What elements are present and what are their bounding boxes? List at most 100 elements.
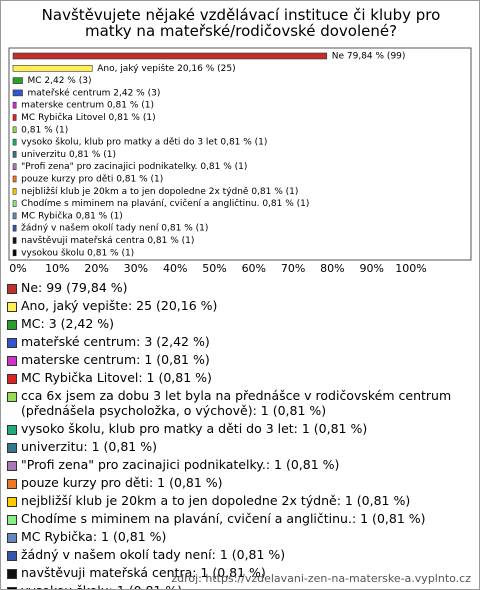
bar-label: MC Rybička Litovel 0,81 % (1): [21, 112, 155, 123]
bar-label: vysoko školu, klub pro matky a děti do 3…: [21, 137, 267, 148]
bar-label: 0,81 % (1): [21, 125, 68, 135]
legend-swatch: [7, 478, 17, 489]
legend-swatch: [7, 442, 17, 453]
bar: [12, 52, 328, 60]
bar: [12, 237, 17, 244]
legend-swatch: [7, 320, 17, 330]
bar: [12, 212, 17, 220]
legend-item: vysokou školu: 1 (0,81 %): [7, 582, 467, 590]
legend-label: mateřské centrum: 3 (2,42 %): [21, 334, 210, 349]
legend-label: nejbližší klub je 20km a to jen dopoledn…: [21, 492, 411, 508]
legend-item: univerzitu: 1 (0,81 %): [7, 438, 467, 455]
bar: [12, 249, 17, 257]
bar-label: materske centrum 0,81 % (1): [21, 101, 154, 111]
legend-item: "Profi zena" pro zacinajici podnikatelky…: [7, 456, 467, 473]
x-tick-label: 20%: [84, 262, 108, 275]
legend-item: Ano, jaký vepište: 25 (20,16 %): [7, 298, 467, 314]
bar: [12, 224, 17, 232]
legend-swatch: [7, 424, 17, 435]
bar: [12, 175, 17, 183]
legend-label: materske centrum: 1 (0,81 %): [21, 352, 210, 367]
legend-label: vysoko školu, klub pro matky a děti do 3…: [21, 420, 368, 436]
bar: [12, 114, 17, 121]
legend-swatch: [7, 532, 17, 543]
bar: [12, 188, 17, 195]
legend-item: mateřské centrum: 3 (2,42 %): [7, 334, 467, 350]
source: zdroj: https://vzdelavani-zen-na-matersk…: [171, 572, 471, 585]
legend-item: pouze kurzy pro děti: 1 (0,81 %): [7, 474, 467, 491]
legend-swatch: [7, 586, 17, 589]
legend-swatch: [7, 284, 17, 294]
legend-item: vysoko školu, klub pro matky a děti do 3…: [7, 420, 467, 437]
legend-label: vysokou školu: 1 (0,81 %): [21, 582, 183, 590]
legend-item: MC Rybička Litovel: 1 (0,81 %): [7, 370, 467, 386]
x-tick-label: 40%: [163, 262, 187, 275]
bar-label: nejbližší klub je 20km a to jen dopoledn…: [21, 186, 298, 197]
legend-swatch: [7, 568, 17, 579]
x-tick-label: 100%: [395, 262, 426, 275]
bar-label: navštěvuji mateřská centra 0,81 % (1): [21, 235, 194, 246]
legend: Ne: 99 (79,84 %) Ano, jaký vepište: 25 (2…: [7, 280, 467, 590]
bar-label: Chodíme s miminem na plavání, cvičení a …: [21, 198, 309, 209]
x-tick-label: 50%: [202, 262, 226, 275]
legend-item: MC: 3 (2,42 %): [7, 316, 467, 332]
x-tick-label: 30%: [124, 262, 148, 275]
bar-label: univerzitu 0,81 % (1): [21, 150, 116, 160]
bar: [12, 101, 17, 109]
legend-item: MC Rybička: 1 (0,81 %): [7, 528, 467, 545]
x-tick-label: 60%: [242, 262, 266, 275]
bar-label: žádný v našem okolí tady není 0,81 % (1): [21, 223, 208, 234]
legend-label: MC: 3 (2,42 %): [21, 316, 115, 331]
legend-label: navštěvuji mateřská centra: 1 (0,81 %): [21, 564, 266, 580]
bar: [12, 200, 17, 207]
legend-swatch: [7, 302, 17, 312]
legend-label: MC Rybička: 1 (0,81 %): [21, 528, 167, 544]
bar: [12, 138, 17, 146]
plot-frame: [8, 47, 472, 261]
bar-label: vysokou školu 0,81 % (1): [21, 247, 134, 258]
bar: [12, 89, 23, 97]
legend-item: Ne: 99 (79,84 %): [7, 280, 467, 296]
legend-label: Ano, jaký vepište: 25 (20,16 %): [21, 298, 218, 313]
bar-label: MC 2,42 % (3): [28, 76, 92, 86]
bar-label: MC Rybička 0,81 % (1): [21, 210, 123, 221]
legend-item: cca 6x jsem za dobu 3 let byla na předná…: [7, 388, 467, 418]
x-tick-label: 0%: [9, 262, 26, 275]
bar-label: Ano, jaký vepište 20,16 % (25): [97, 63, 235, 74]
plot: 0% 10% 20% 30% 40% 50% 60% 70% 80% 90% 100% Ne 79,8…: [8, 47, 472, 275]
legend-swatch: [7, 392, 17, 402]
bar: [12, 151, 17, 158]
legend-label: "Profi zena" pro zacinajici podnikatelky…: [21, 456, 340, 472]
bar-label: pouze kurzy pro děti 0,81 % (1): [21, 175, 163, 185]
legend-label: cca 6x jsem za dobu 3 let byla na předná…: [21, 388, 452, 418]
bar: [12, 126, 17, 134]
bar-label: "Profi zena" pro zacinajici podnikatelky…: [21, 162, 247, 172]
x-tick-label: 90%: [359, 262, 383, 275]
x-tick-label: 80%: [320, 262, 344, 275]
bar: [12, 65, 93, 72]
legend-swatch: [7, 514, 17, 525]
legend-swatch: [7, 550, 17, 561]
legend-swatch: [7, 460, 17, 471]
legend-label: žádný v našem okolí tady není: 1 (0,81 %…: [21, 546, 286, 562]
chart-title: Navštěvujete nějaké vzdělávací instituce…: [41, 6, 441, 40]
legend-item: materske centrum: 1 (0,81 %): [7, 352, 467, 368]
legend-item: navštěvuji mateřská centra: 1 (0,81 %): [7, 564, 467, 581]
legend-label: univerzitu: 1 (0,81 %): [21, 438, 157, 454]
legend-swatch: [7, 496, 17, 507]
legend-item: žádný v našem okolí tady není: 1 (0,81 %…: [7, 546, 467, 563]
legend-swatch: [7, 356, 17, 366]
legend-label: Chodíme s miminem na plavání, cvičení a …: [21, 510, 426, 526]
legend-swatch: [7, 374, 17, 384]
bar: [12, 163, 17, 170]
legend-item: Chodíme s miminem na plavání, cvičení a …: [7, 510, 467, 527]
legend-label: pouze kurzy pro děti: 1 (0,81 %): [21, 474, 223, 490]
legend-label: MC Rybička Litovel: 1 (0,81 %): [21, 370, 212, 385]
bar-label: Ne 79,84 % (99): [332, 52, 406, 62]
legend-label: Ne: 99 (79,84 %): [21, 280, 128, 295]
x-tick-label: 10%: [45, 262, 69, 275]
legend-item: nejbližší klub je 20km a to jen dopoledn…: [7, 492, 467, 509]
bar: [12, 77, 23, 84]
x-tick-label: 70%: [281, 262, 305, 275]
